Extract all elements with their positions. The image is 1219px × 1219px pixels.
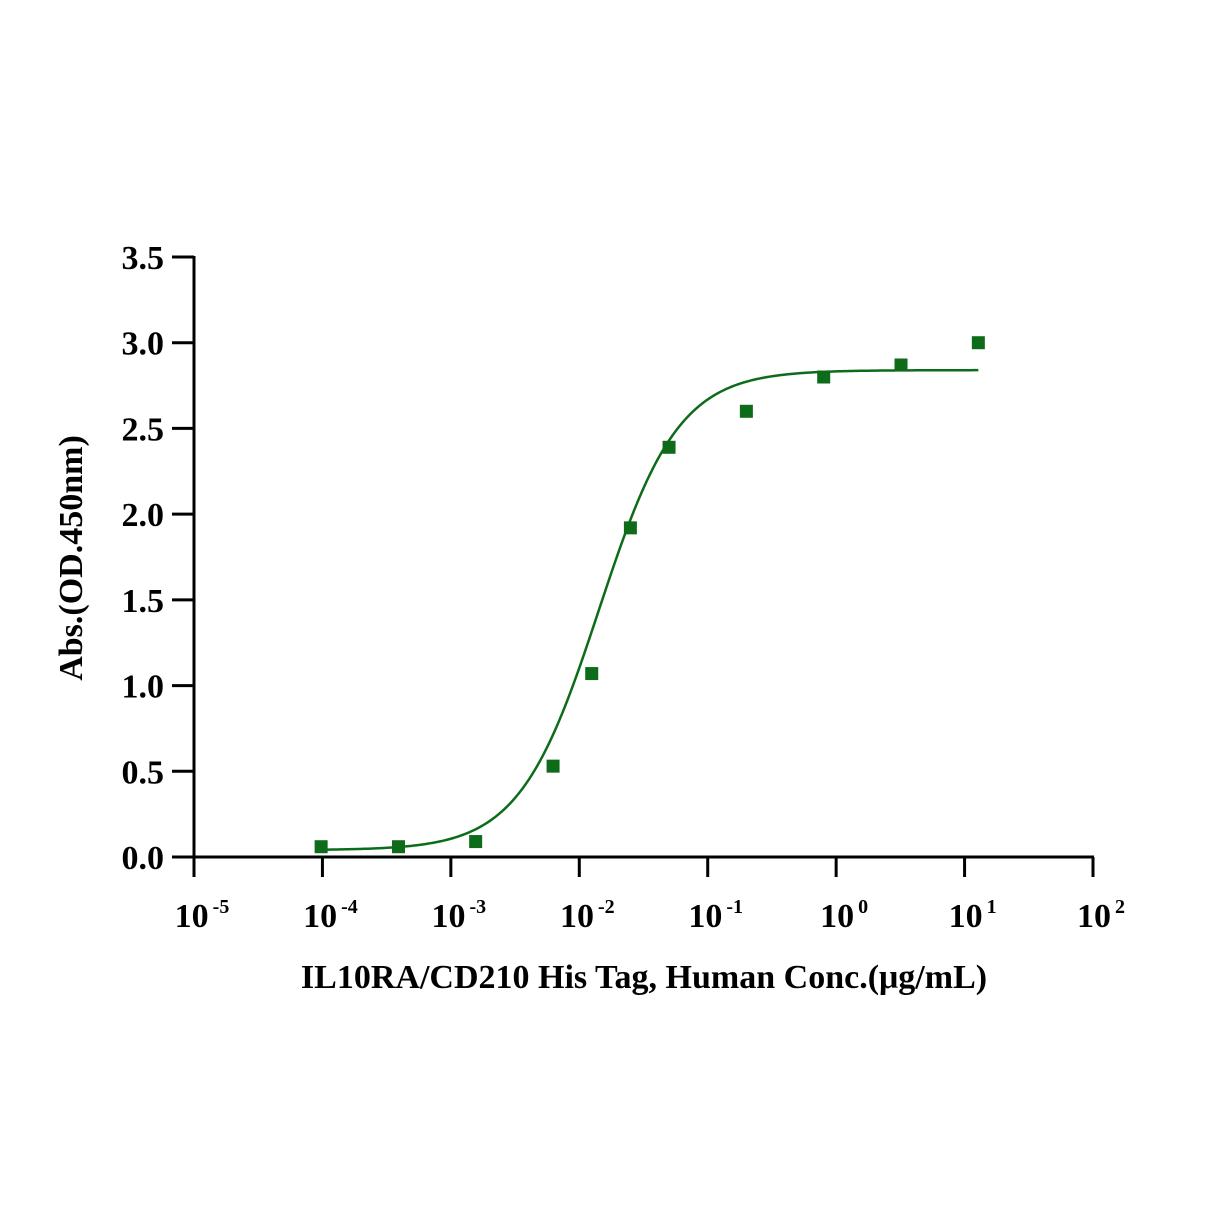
x-tick-label: 10 -5 <box>175 896 230 935</box>
x-tick-label: 10 0 <box>820 896 868 935</box>
y-tick-label: 2.0 <box>122 497 165 534</box>
y-tick-label: 1.0 <box>122 669 165 706</box>
data-point <box>585 667 599 681</box>
y-tick-label: 0.5 <box>122 754 165 791</box>
data-point <box>894 358 908 372</box>
x-tick-label: 10 -2 <box>560 896 615 935</box>
data-point <box>314 840 328 854</box>
y-axis-ticks: 0.0 0.5 1.0 1.5 2.0 2.5 3.0 3.5 <box>122 240 194 877</box>
fit-curve-layer <box>321 368 979 851</box>
data-point <box>546 759 560 773</box>
data-point <box>391 840 405 854</box>
y-tick-label: 2.5 <box>122 411 165 448</box>
x-tick-label: 10 -1 <box>688 896 743 935</box>
x-axis-ticks: 10 -5 10 -4 10 -3 10 -2 10 -1 10 0 10 1 10 2 <box>175 857 1125 935</box>
x-tick-label: 10 1 <box>949 896 997 935</box>
y-tick-label: 3.0 <box>122 326 165 363</box>
data-points <box>314 336 985 854</box>
data-point <box>739 404 753 418</box>
data-point <box>971 336 985 350</box>
x-axis-label: IL10RA/CD210 His Tag, Human Conc.(μg/mL) <box>301 959 987 996</box>
fit-curve <box>321 368 979 851</box>
y-tick-label: 1.5 <box>122 583 165 620</box>
data-point <box>469 835 483 849</box>
y-axis-label: Abs.(OD.450nm) <box>53 435 90 681</box>
y-tick-label: 0.0 <box>122 840 165 877</box>
axes <box>192 256 1094 859</box>
data-point <box>623 521 637 535</box>
x-tick-label: 10 2 <box>1077 896 1125 935</box>
data-point <box>662 440 676 454</box>
x-tick-label: 10 -3 <box>432 896 487 935</box>
x-tick-label: 10 -4 <box>303 896 358 935</box>
data-point <box>817 370 831 384</box>
y-tick-label: 3.5 <box>122 240 165 277</box>
